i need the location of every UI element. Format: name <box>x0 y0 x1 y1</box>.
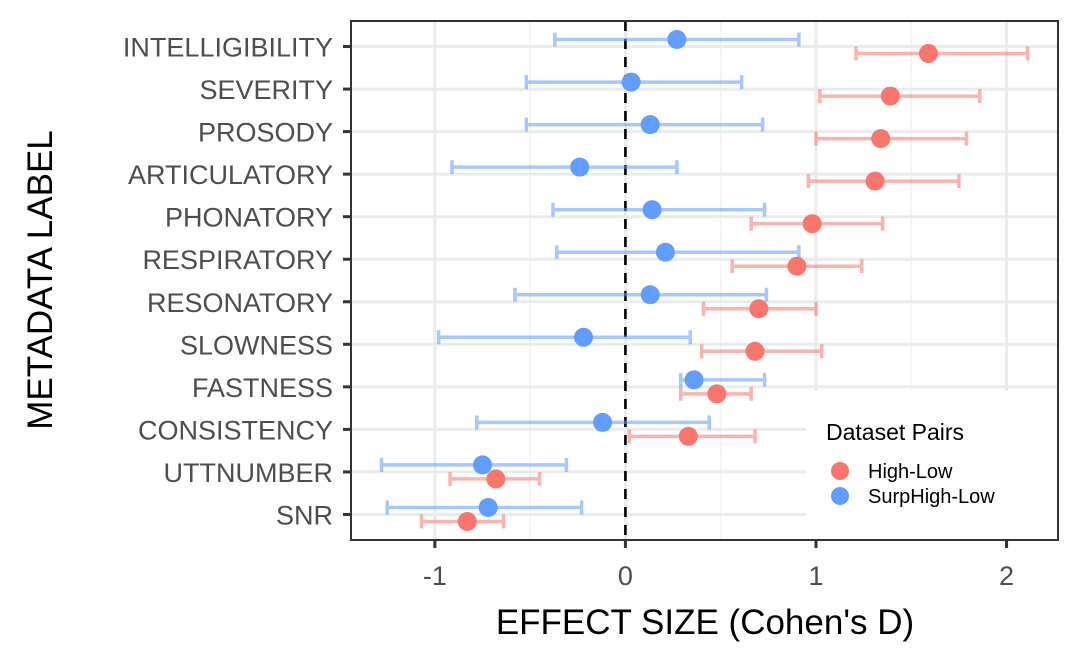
legend-label-surphigh-low: SurpHigh-Low <box>868 486 995 508</box>
x-tick-label: 1 <box>808 561 823 591</box>
y-tick-label: PROSODY <box>198 118 333 148</box>
data-point <box>573 327 593 347</box>
data-point <box>678 426 698 446</box>
y-tick-label: RESONATORY <box>147 288 333 318</box>
y-tick-label: PHONATORY <box>165 203 333 233</box>
data-point <box>787 256 807 276</box>
y-tick-label: FASTNESS <box>192 373 333 403</box>
error-bar <box>854 46 1030 61</box>
y-axis-title: METADATA LABEL <box>21 130 60 430</box>
data-point <box>457 511 477 531</box>
y-tick-label: CONSISTENCY <box>138 415 333 445</box>
data-point <box>667 30 687 50</box>
error-bar <box>814 131 969 146</box>
data-point <box>640 285 660 305</box>
legend-title: Dataset Pairs <box>826 419 964 445</box>
data-point <box>640 115 660 135</box>
x-axis-title: EFFECT SIZE (Cohen's D) <box>496 603 914 642</box>
data-point <box>642 200 662 220</box>
error-bar <box>450 160 679 175</box>
data-point <box>486 469 506 489</box>
data-point <box>745 341 765 361</box>
y-tick-label: SEVERITY <box>199 75 333 105</box>
data-point <box>684 370 704 390</box>
data-point <box>621 72 641 92</box>
error-bar <box>475 415 712 430</box>
data-point <box>570 157 590 177</box>
y-tick-label: UTTNUMBER <box>164 458 334 488</box>
y-tick-label: SLOWNESS <box>180 330 333 360</box>
x-tick-label: -1 <box>423 561 447 591</box>
error-bar <box>555 245 801 260</box>
data-points <box>457 30 938 531</box>
y-tick-label: INTELLIGIBILITY <box>123 33 333 63</box>
data-point <box>707 384 727 404</box>
legend: Dataset Pairs High-Low SurpHigh-Low <box>806 391 1057 539</box>
y-tick-label: ARTICULATORY <box>128 160 333 190</box>
data-point <box>593 412 613 432</box>
x-axis: -1 0 1 2 <box>423 540 1014 591</box>
error-bars <box>379 32 1030 529</box>
legend-key-high-low <box>831 462 849 480</box>
data-point <box>802 214 822 234</box>
legend-label-high-low: High-Low <box>868 461 953 483</box>
plot-border <box>350 20 1059 541</box>
legend-background <box>806 391 1057 539</box>
data-point <box>865 171 885 191</box>
legend-key-surphigh-low <box>831 487 849 505</box>
error-bar <box>818 89 982 104</box>
y-axis: INTELLIGIBILITY SEVERITY PROSODY ARTICULATO… <box>123 33 351 530</box>
data-point <box>918 44 938 64</box>
y-tick-label: SNR <box>276 500 333 530</box>
y-tick-label: RESPIRATORY <box>142 245 333 275</box>
data-point <box>871 129 891 149</box>
x-tick-label: 2 <box>999 561 1014 591</box>
error-bar <box>436 330 692 345</box>
data-point <box>880 86 900 106</box>
data-point <box>472 455 492 475</box>
error-bar <box>513 287 769 302</box>
data-point <box>478 497 498 517</box>
data-point <box>749 299 769 319</box>
x-tick-label: 0 <box>618 561 633 591</box>
data-point <box>655 242 675 262</box>
